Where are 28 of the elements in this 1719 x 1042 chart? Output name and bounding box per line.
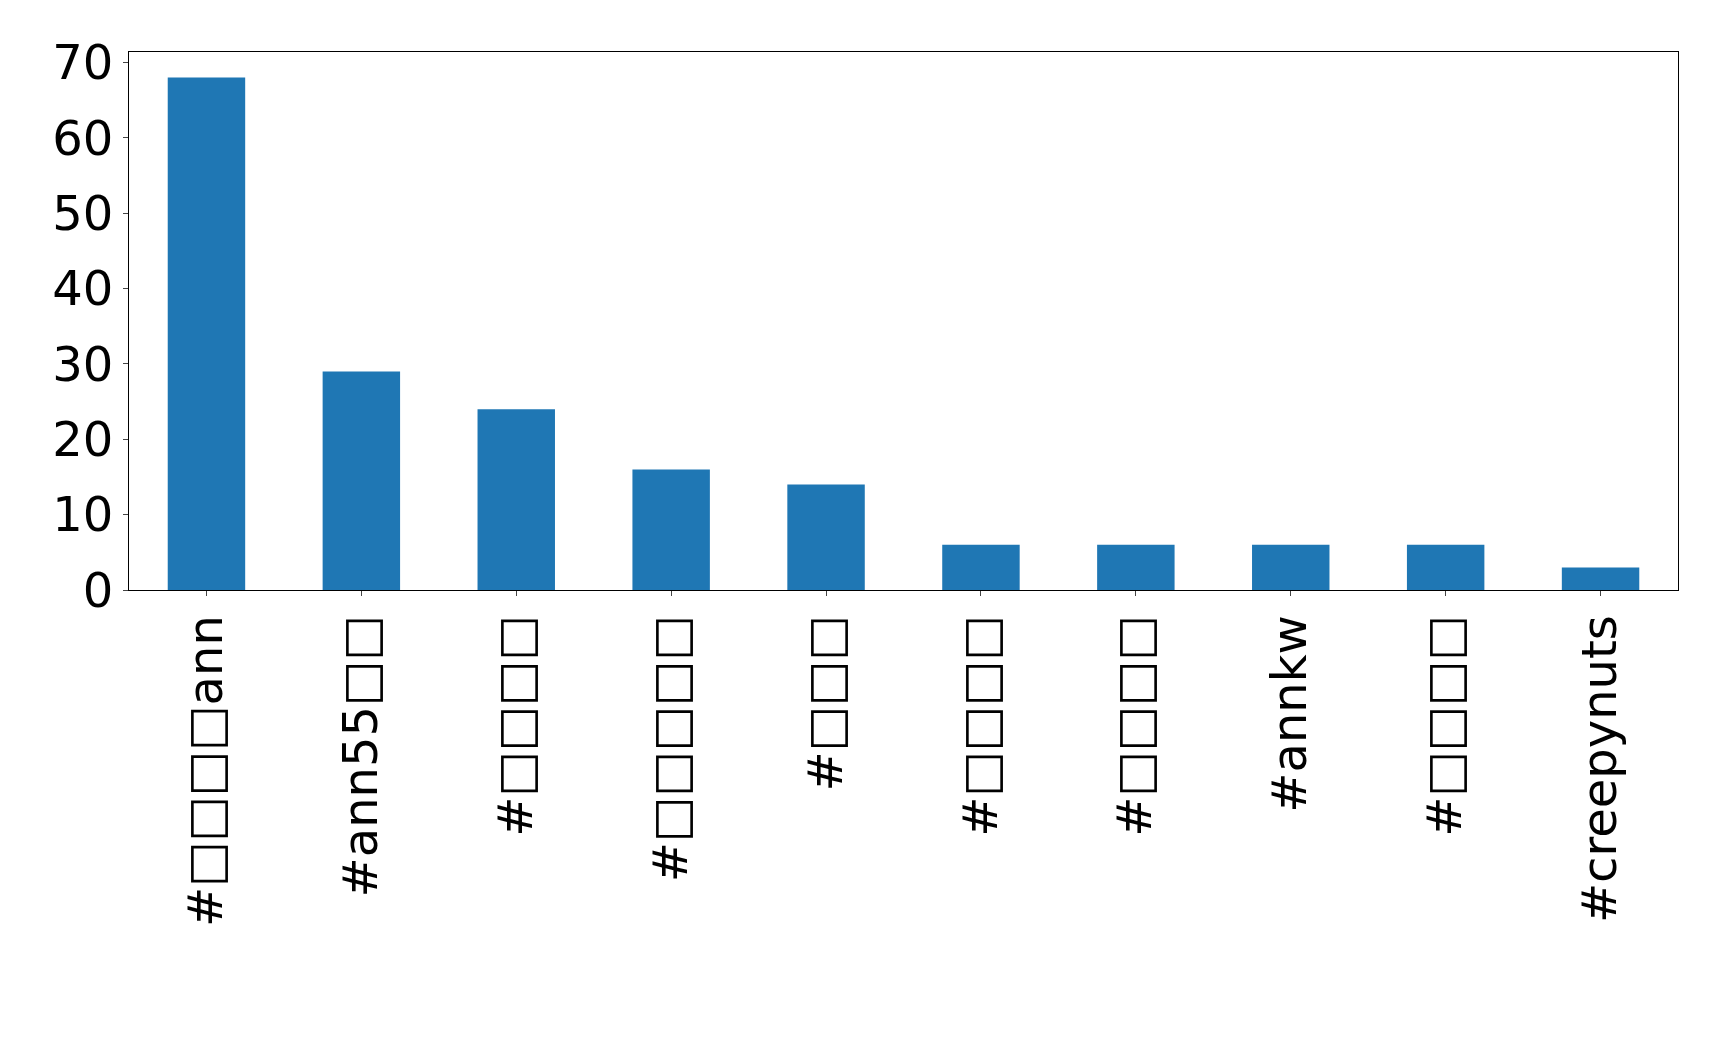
bar bbox=[1406, 544, 1485, 590]
bar bbox=[477, 409, 555, 590]
x-tick-label: #□□□□ bbox=[1416, 615, 1473, 837]
y-tick-label: 50 bbox=[52, 185, 114, 242]
x-tick-label: #□□□□ bbox=[486, 615, 543, 837]
x-tick-label: #□□□□ann bbox=[177, 615, 234, 928]
bar bbox=[787, 484, 865, 590]
y-tick-label: 60 bbox=[52, 109, 114, 166]
y-tick-label: 70 bbox=[52, 34, 114, 91]
x-tick-label: #creepynuts bbox=[1571, 615, 1628, 924]
x-tick-label: #annkw bbox=[1261, 615, 1318, 813]
y-tick-label: 20 bbox=[52, 411, 114, 468]
bar bbox=[942, 544, 1020, 590]
x-tick-label: #□□□ bbox=[796, 615, 853, 792]
y-tick-label: 30 bbox=[52, 335, 114, 392]
bar bbox=[632, 469, 710, 590]
y-tick-label: 10 bbox=[52, 486, 114, 543]
bar bbox=[167, 77, 246, 590]
x-tick-label: #ann55□□ bbox=[331, 615, 388, 898]
x-tick-label: #□□□□ bbox=[1106, 615, 1163, 837]
x-tick-label: #□□□□ bbox=[951, 615, 1008, 837]
bar bbox=[1561, 567, 1640, 590]
bar bbox=[1097, 544, 1175, 590]
bar bbox=[322, 371, 401, 590]
y-tick-label: 0 bbox=[82, 561, 114, 618]
bar bbox=[1252, 544, 1330, 590]
y-tick-label: 40 bbox=[52, 260, 114, 317]
x-tick-label: #□□□□□ bbox=[641, 615, 698, 883]
